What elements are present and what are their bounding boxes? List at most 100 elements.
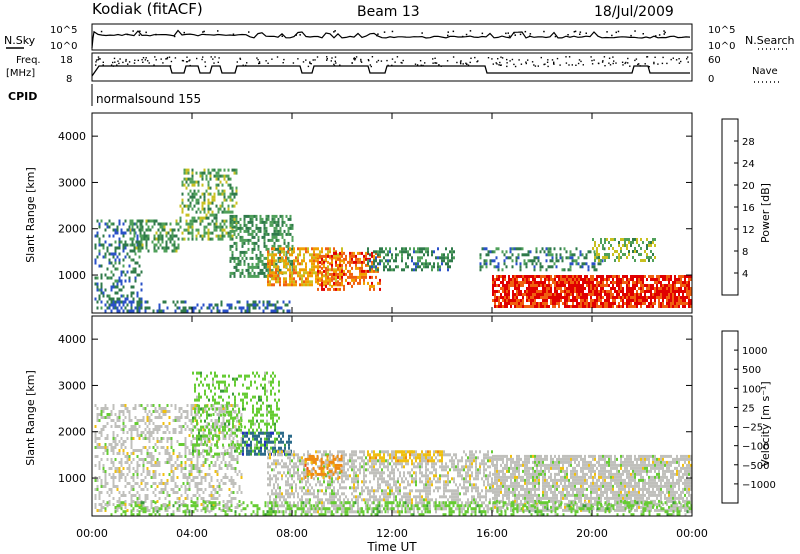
data-cell — [522, 284, 524, 287]
data-cell — [496, 296, 498, 299]
nave-dot — [202, 56, 204, 58]
data-cell — [235, 168, 238, 172]
data-cell — [512, 302, 514, 305]
data-cell — [271, 253, 273, 257]
data-cell — [157, 240, 160, 244]
data-cell — [361, 266, 363, 270]
data-cell — [218, 455, 221, 458]
data-cell — [158, 473, 161, 476]
data-cell — [108, 473, 111, 476]
data-cell — [624, 244, 626, 247]
data-cell — [648, 296, 650, 299]
data-cell — [648, 259, 650, 262]
data-cell — [644, 284, 646, 287]
data-cell — [684, 284, 686, 287]
data-cell — [116, 285, 119, 289]
data-cell — [228, 383, 230, 387]
data-cell — [411, 259, 413, 263]
data-cell — [521, 247, 524, 251]
data-cell — [210, 455, 213, 458]
data-cell — [214, 374, 216, 378]
data-cell — [116, 416, 119, 419]
data-cell — [274, 413, 276, 417]
data-cell — [293, 283, 295, 287]
data-cell — [126, 303, 129, 307]
noise-dot — [529, 35, 531, 37]
data-cell — [219, 192, 222, 196]
data-cell — [196, 422, 198, 426]
data-cell — [523, 262, 526, 266]
data-cell — [636, 238, 638, 241]
nave-dot — [326, 59, 328, 61]
data-cell — [668, 302, 670, 305]
data-cell — [255, 262, 258, 266]
data-cell — [532, 284, 534, 287]
data-cell — [202, 428, 205, 431]
data-cell — [383, 250, 385, 254]
data-cell — [116, 267, 119, 271]
data-cell — [110, 491, 113, 494]
data-cell — [264, 449, 266, 453]
data-cell — [164, 449, 167, 452]
data-cell — [688, 284, 690, 287]
data-cell — [542, 305, 544, 308]
data-cell — [339, 251, 341, 255]
data-cell — [266, 306, 269, 310]
noise-dot — [447, 31, 449, 33]
data-cell — [166, 440, 169, 443]
data-cell — [180, 407, 183, 410]
data-cell — [192, 434, 194, 438]
data-cell — [146, 413, 149, 416]
data-cell — [515, 262, 518, 266]
data-cell — [251, 232, 254, 236]
data-cell — [228, 509, 231, 512]
data-cell — [190, 452, 193, 455]
data-cell — [228, 455, 231, 458]
data-cell — [369, 284, 371, 288]
data-cell — [495, 265, 498, 269]
data-cell — [572, 275, 574, 278]
data-cell — [339, 257, 341, 261]
data-cell — [279, 244, 282, 248]
data-cell — [270, 425, 272, 429]
noise-dot — [334, 30, 336, 32]
data-cell — [190, 407, 193, 410]
data-cell — [234, 395, 236, 399]
data-cell — [561, 256, 564, 260]
data-cell — [217, 237, 220, 241]
data-cell — [132, 425, 135, 428]
data-cell — [148, 440, 151, 443]
data-cell — [218, 383, 220, 387]
nave-dot — [354, 58, 357, 60]
data-cell — [206, 416, 208, 420]
data-cell — [498, 305, 500, 308]
data-cell — [132, 285, 135, 289]
data-cell — [112, 282, 115, 286]
data-cell — [254, 422, 256, 426]
data-cell — [307, 250, 309, 254]
data-cell — [217, 171, 220, 175]
data-cell — [596, 253, 598, 256]
data-cell — [132, 407, 135, 410]
data-cell — [161, 228, 164, 232]
data-cell — [272, 431, 274, 435]
data-cell — [598, 256, 600, 259]
data-cell — [139, 225, 142, 229]
data-cell — [542, 287, 544, 290]
data-cell — [122, 422, 125, 425]
data-cell — [351, 266, 353, 270]
nave-dot — [496, 63, 498, 65]
data-cell — [447, 256, 449, 260]
data-cell — [110, 270, 113, 274]
data-cell — [239, 274, 242, 278]
data-cell — [260, 404, 262, 408]
data-cell — [164, 482, 167, 485]
nave-dot — [686, 56, 689, 58]
data-cell — [146, 482, 149, 485]
data-cell — [198, 431, 200, 435]
data-cell — [660, 293, 662, 296]
data-cell — [518, 281, 520, 284]
data-cell — [666, 290, 668, 293]
data-cell — [596, 247, 598, 250]
data-cell — [194, 494, 197, 497]
